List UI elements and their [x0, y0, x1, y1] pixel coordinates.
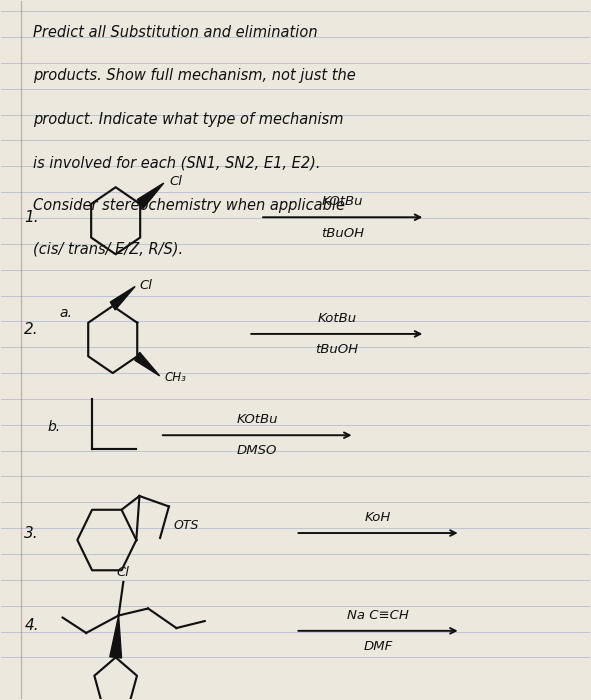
Text: DMF: DMF — [363, 640, 392, 653]
Polygon shape — [110, 615, 122, 658]
Text: b.: b. — [48, 420, 61, 434]
Text: product. Indicate what type of mechanism: product. Indicate what type of mechanism — [33, 112, 343, 127]
Text: DMSO: DMSO — [237, 444, 277, 457]
Text: 1.: 1. — [24, 210, 39, 225]
Text: OTS: OTS — [174, 519, 199, 532]
Text: tBuOH: tBuOH — [321, 227, 364, 240]
Text: Cl: Cl — [117, 566, 130, 579]
Text: CH₃: CH₃ — [164, 372, 186, 384]
Text: is involved for each (SN1, SN2, E1, E2).: is involved for each (SN1, SN2, E1, E2). — [33, 155, 321, 170]
Text: Consider stereochemistry when applicable: Consider stereochemistry when applicable — [33, 198, 345, 214]
Text: Predict all Substitution and elimination: Predict all Substitution and elimination — [33, 25, 318, 40]
Polygon shape — [135, 352, 160, 376]
Text: products. Show full mechanism, not just the: products. Show full mechanism, not just … — [33, 69, 356, 83]
Text: 2.: 2. — [24, 321, 39, 337]
Text: (cis/ trans/ E/Z, R/S).: (cis/ trans/ E/Z, R/S). — [33, 241, 183, 257]
Text: 3.: 3. — [24, 526, 39, 540]
Text: KotBu: KotBu — [317, 312, 356, 325]
Polygon shape — [111, 286, 135, 310]
Text: 4.: 4. — [24, 619, 39, 634]
Polygon shape — [137, 183, 164, 209]
Text: Na C≡CH: Na C≡CH — [347, 609, 409, 622]
Text: Cl: Cl — [170, 175, 183, 188]
Text: KoH: KoH — [365, 511, 391, 524]
Text: Cl: Cl — [140, 279, 152, 291]
Text: tBuOH: tBuOH — [315, 343, 358, 356]
Text: a.: a. — [60, 306, 73, 320]
Text: KOtBu: KOtBu — [236, 413, 278, 426]
Text: KOtBu: KOtBu — [322, 195, 363, 208]
